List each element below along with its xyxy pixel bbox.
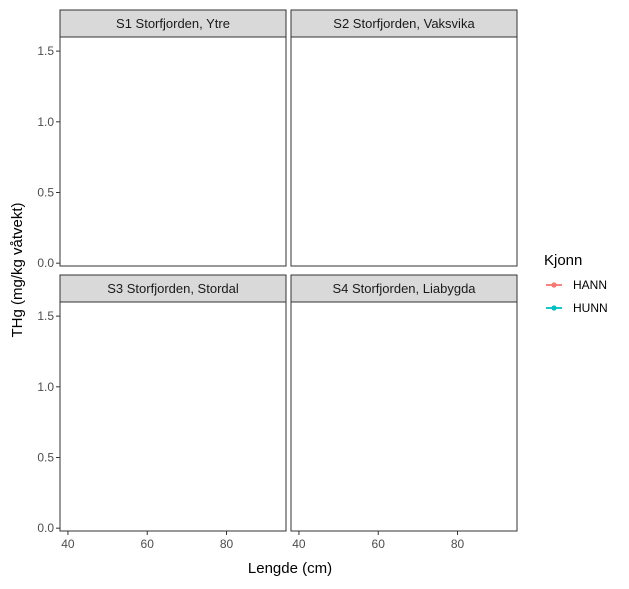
facet-s3-y-tick-label: 1.0 [37, 380, 54, 394]
legend-point-hann [551, 282, 557, 288]
facet-s1: S1 Storfjorden, Ytre 0.0 0.5 1.0 1.5 [37, 9, 287, 270]
facet-s3-strip [59, 274, 287, 303]
facet-s3-y-tick-label: 0.0 [37, 521, 54, 535]
facet-s3-x-tick-label: 40 [61, 537, 75, 551]
legend-point-hunn [551, 305, 557, 311]
facet-s1-y-tick-label: 0.0 [37, 256, 54, 270]
x-axis-title: Lengde (cm) [248, 560, 332, 577]
facet-s2-strip [290, 9, 518, 38]
facet-s4-x-tick-label: 40 [292, 537, 306, 551]
legend: Kjonn HANN HUNN [544, 252, 608, 315]
facet-s1-y-tick-label: 0.5 [37, 185, 54, 199]
facet-s3: S3 Storfjorden, Stordal 0.0 0.5 1.0 1.5 40 60 8… [37, 274, 287, 551]
facet-s1-strip-title: S1 Storfjorden, Ytre [116, 16, 230, 31]
y-axis-title: THg (mg/kg våtvekt) [9, 202, 26, 337]
facet-s4-panel-border [290, 301, 518, 532]
facet-s2: S2 Storfjorden, Vaksvika [290, 9, 518, 267]
facet-s4-strip-title: S4 Storfjorden, Liabygda [332, 281, 476, 296]
facet-s2-panel-border [290, 36, 518, 267]
facet-s3-y-tick-label: 0.5 [37, 450, 54, 464]
facet-s1-strip [59, 9, 287, 38]
facet-s4-strip [290, 274, 518, 303]
facet-s3-x-tick-label: 60 [141, 537, 155, 551]
facet-panels: S1 Storfjorden, Ytre 0.0 0.5 1.0 1.5 S2 Storf… [37, 9, 518, 551]
facet-s2-strip-title: S2 Storfjorden, Vaksvika [333, 16, 475, 31]
facet-s4-x-tick-label: 80 [451, 537, 465, 551]
facet-s1-panel-border [59, 36, 287, 267]
facet-s1-y-tick-label: 1.5 [37, 44, 54, 58]
legend-label-hunn: HUNN [573, 301, 608, 315]
facet-s3-panel-border [59, 301, 287, 532]
facet-s4: S4 Storfjorden, Liabygda 40 60 80 [290, 274, 518, 551]
facet-s3-strip-title: S3 Storfjorden, Stordal [107, 281, 239, 296]
facet-s3-x-tick-label: 80 [220, 537, 234, 551]
facet-s4-x-tick-label: 60 [372, 537, 386, 551]
legend-label-hann: HANN [573, 278, 607, 292]
facet-s1-y-tick-label: 1.0 [37, 115, 54, 129]
legend-title: Kjonn [544, 252, 582, 269]
facet-s3-y-tick-label: 1.5 [37, 309, 54, 323]
